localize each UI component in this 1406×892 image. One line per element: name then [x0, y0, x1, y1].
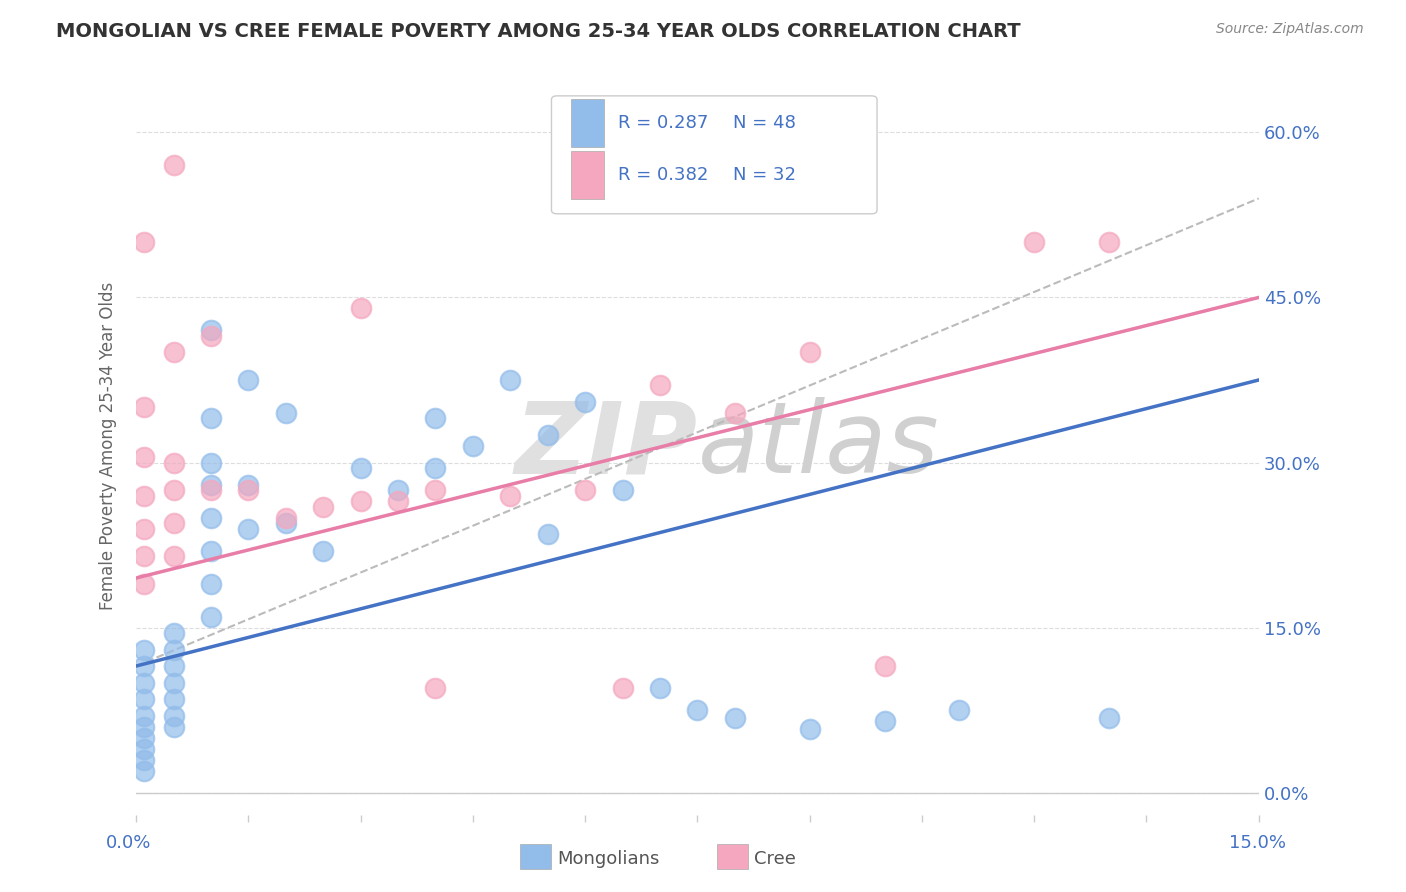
Point — [200, 543, 222, 558]
Point — [312, 500, 335, 514]
Point — [499, 373, 522, 387]
Point — [648, 681, 671, 695]
Point — [162, 692, 184, 706]
Point — [238, 477, 260, 491]
Point — [200, 609, 222, 624]
Point — [132, 708, 155, 723]
Point — [461, 439, 484, 453]
FancyBboxPatch shape — [551, 95, 877, 214]
Point — [162, 708, 184, 723]
Point — [200, 477, 222, 491]
Point — [200, 323, 222, 337]
Point — [387, 494, 409, 508]
Point — [425, 483, 447, 497]
Point — [425, 681, 447, 695]
Point — [132, 235, 155, 250]
Point — [162, 642, 184, 657]
Point — [387, 483, 409, 497]
Point — [132, 720, 155, 734]
Text: N = 32: N = 32 — [734, 166, 796, 184]
Point — [132, 576, 155, 591]
Point — [948, 703, 970, 717]
Point — [162, 675, 184, 690]
Point — [238, 483, 260, 497]
Point — [162, 483, 184, 497]
Point — [132, 401, 155, 415]
Point — [200, 411, 222, 425]
Text: atlas: atlas — [697, 398, 939, 494]
Point — [1098, 235, 1121, 250]
Point — [200, 329, 222, 343]
Point — [349, 301, 371, 316]
Point — [499, 489, 522, 503]
Point — [274, 510, 297, 524]
Point — [132, 675, 155, 690]
Point — [162, 345, 184, 359]
Y-axis label: Female Poverty Among 25-34 Year Olds: Female Poverty Among 25-34 Year Olds — [100, 282, 117, 610]
Point — [1098, 711, 1121, 725]
Point — [132, 450, 155, 464]
Point — [686, 703, 709, 717]
Point — [200, 576, 222, 591]
Text: Mongolians: Mongolians — [557, 850, 659, 868]
Point — [162, 720, 184, 734]
Point — [724, 406, 747, 420]
Text: R = 0.382: R = 0.382 — [617, 166, 709, 184]
Point — [648, 378, 671, 392]
Text: N = 48: N = 48 — [734, 114, 796, 132]
Point — [162, 158, 184, 172]
Point — [132, 741, 155, 756]
Bar — [571, 151, 605, 199]
Point — [873, 659, 896, 673]
Point — [162, 626, 184, 640]
Point — [132, 764, 155, 778]
Point — [425, 461, 447, 475]
Point — [162, 516, 184, 530]
Point — [132, 522, 155, 536]
Text: Cree: Cree — [754, 850, 796, 868]
Point — [274, 516, 297, 530]
Point — [132, 731, 155, 745]
Point — [200, 483, 222, 497]
Point — [612, 483, 634, 497]
Point — [349, 494, 371, 508]
Point — [238, 522, 260, 536]
Point — [312, 543, 335, 558]
Point — [162, 659, 184, 673]
Text: R = 0.287: R = 0.287 — [617, 114, 709, 132]
Point — [162, 456, 184, 470]
Point — [799, 345, 821, 359]
Text: ZIP: ZIP — [515, 398, 697, 494]
Point — [1024, 235, 1046, 250]
Point — [132, 489, 155, 503]
Point — [574, 395, 596, 409]
Bar — [571, 99, 605, 147]
Point — [799, 722, 821, 736]
Text: 15.0%: 15.0% — [1229, 834, 1286, 852]
Text: 0.0%: 0.0% — [105, 834, 150, 852]
Point — [132, 753, 155, 767]
Point — [274, 406, 297, 420]
Point — [873, 714, 896, 728]
Point — [200, 510, 222, 524]
Point — [537, 527, 560, 541]
Point — [132, 692, 155, 706]
Point — [238, 373, 260, 387]
Text: Source: ZipAtlas.com: Source: ZipAtlas.com — [1216, 22, 1364, 37]
Point — [537, 428, 560, 442]
Point — [200, 456, 222, 470]
Text: MONGOLIAN VS CREE FEMALE POVERTY AMONG 25-34 YEAR OLDS CORRELATION CHART: MONGOLIAN VS CREE FEMALE POVERTY AMONG 2… — [56, 22, 1021, 41]
Point — [132, 549, 155, 563]
Point — [425, 411, 447, 425]
Point — [574, 483, 596, 497]
Point — [132, 642, 155, 657]
Point — [612, 681, 634, 695]
Point — [162, 549, 184, 563]
Point — [132, 659, 155, 673]
Point — [724, 711, 747, 725]
Point — [349, 461, 371, 475]
